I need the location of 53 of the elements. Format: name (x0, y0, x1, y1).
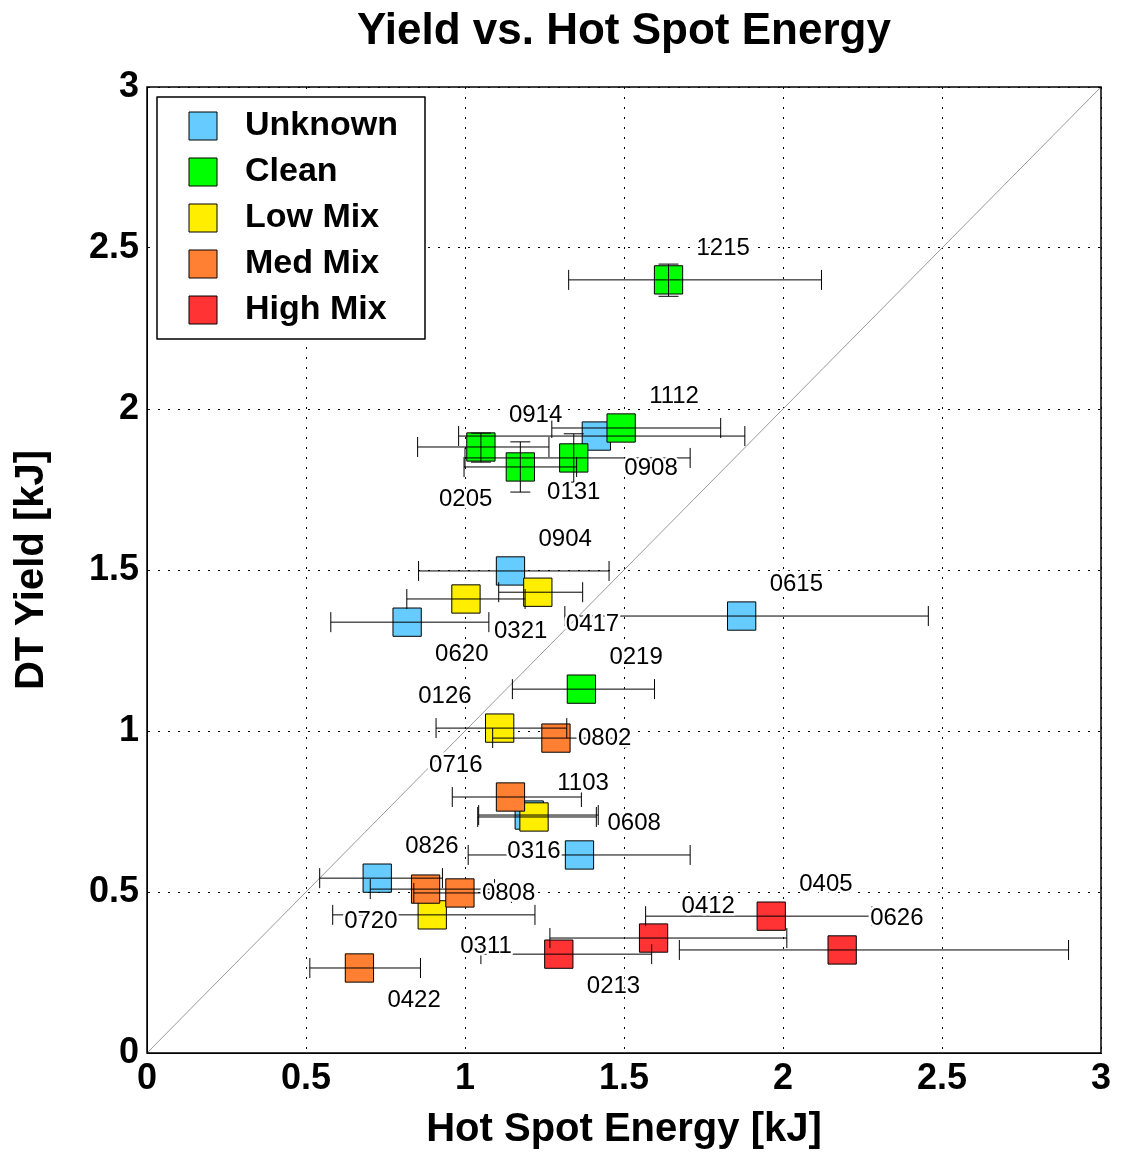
point (756, 901, 786, 931)
annotation: 0914 (508, 399, 563, 427)
x-tick-label: 0.5 (280, 1055, 332, 1097)
point (566, 674, 597, 704)
point (544, 939, 574, 969)
annotation: 0904 (538, 523, 592, 551)
point (727, 601, 757, 631)
annotation: 1215 (696, 232, 750, 260)
y-tick-label: 0.5 (88, 868, 139, 910)
annotation: 0311 (460, 931, 512, 959)
x-tick-label: 2.5 (916, 1055, 968, 1097)
point (495, 556, 526, 586)
y-tick-label: 3 (118, 63, 139, 105)
point (564, 840, 595, 870)
legend-label: Clean (245, 150, 338, 189)
x-axis-title: Hot Spot Energy [kJ] (426, 1105, 822, 1150)
point (827, 935, 857, 965)
point (392, 607, 422, 637)
x-tick-label: 3 (1090, 1055, 1112, 1097)
annotation: 0131 (547, 476, 601, 504)
point (638, 923, 669, 953)
annotation: 0219 (609, 641, 663, 669)
y-tick-label: 2 (118, 385, 139, 427)
annotation: 0620 (435, 638, 489, 666)
annotation: 0716 (429, 749, 483, 777)
y-tick-label: 1.5 (88, 546, 139, 588)
x-tick-label: 1 (454, 1055, 476, 1097)
legend-label: Low Mix (245, 196, 380, 235)
annotation: 0321 (493, 615, 548, 643)
annotation: 0608 (607, 807, 661, 835)
annotation: 0126 (418, 680, 472, 708)
annotation: 1103 (557, 767, 609, 795)
annotation: 0908 (624, 452, 678, 480)
annotation: 0615 (769, 568, 824, 596)
y-axis-title: DT Yield [kJ] (7, 449, 52, 691)
annotation: 0405 (799, 868, 853, 896)
legend-label: Med Mix (245, 242, 380, 281)
annotation: 1112 (649, 380, 699, 408)
y-tick-label: 0 (118, 1029, 139, 1071)
annotation: 0412 (681, 890, 735, 918)
annotation: 0417 (565, 608, 620, 636)
point (523, 577, 553, 607)
legend-label: High Mix (245, 288, 387, 327)
annotation: 0422 (387, 984, 441, 1012)
annotation: 0826 (405, 830, 459, 858)
annotation: 0205 (438, 483, 493, 511)
y-tick-label: 2.5 (88, 224, 139, 266)
y-tick-label: 1 (118, 707, 139, 749)
annotation: 0213 (586, 970, 641, 998)
legend-label: Unknown (245, 104, 398, 143)
chart-title: Yield vs. Hot Spot Energy (357, 4, 892, 54)
x-tick-label: 1.5 (598, 1055, 650, 1097)
x-tick-label: 2 (772, 1055, 794, 1097)
